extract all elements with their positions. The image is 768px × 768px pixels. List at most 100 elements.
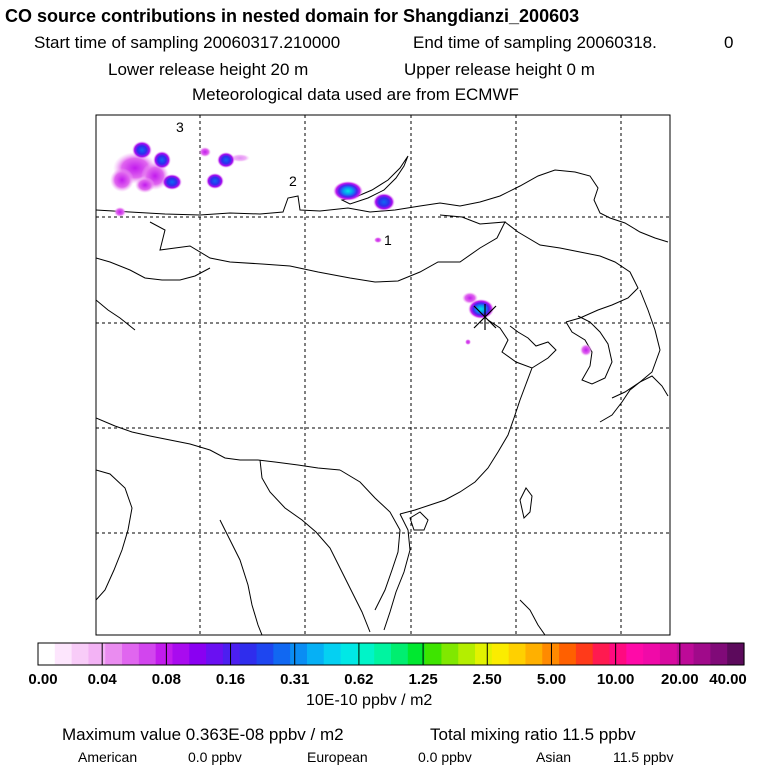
- colorbar-swatch: [659, 643, 678, 665]
- bohai-coast: [487, 319, 557, 369]
- colorbar-swatch: [592, 643, 611, 665]
- colorbar-swatch: [222, 643, 241, 665]
- american-label: American: [78, 749, 138, 765]
- mongolia-border: [149, 214, 506, 283]
- maximum-value: Maximum value 0.363E-08 ppbv / m2: [62, 725, 344, 744]
- japan-outline: [611, 375, 669, 399]
- colorbar-tick-label: 0.16: [215, 671, 246, 688]
- colorbar-swatch: [693, 643, 711, 665]
- colorbar-tick-label: 1.25: [408, 671, 438, 688]
- colorbar-swatch: [626, 643, 644, 665]
- taiwan: [519, 487, 533, 519]
- map-frame: [95, 114, 671, 636]
- china-west-border: [96, 299, 136, 331]
- colorbar-tick-label: 20.00: [661, 671, 699, 688]
- colorbar-swatch: [88, 643, 106, 665]
- myanmar-coast: [219, 519, 263, 635]
- colorbar-swatch: [491, 643, 510, 665]
- colorbar-swatch: [239, 643, 258, 665]
- colorbar-swatch: [105, 643, 123, 665]
- southeast-asia-border: [259, 459, 371, 633]
- colorbar-swatch: [424, 643, 443, 665]
- colorbar-tick-label: 0.04: [87, 671, 117, 688]
- colorbar-swatch: [122, 643, 140, 665]
- colorbar-swatch: [138, 643, 157, 665]
- european-label: European: [307, 749, 368, 765]
- colorbar-swatch: [559, 643, 577, 665]
- indochina-coast: [339, 469, 401, 611]
- colorbar-tick-label: 10.00: [596, 671, 635, 688]
- colorbar-swatch: [323, 643, 342, 665]
- colorbar-swatch: [458, 643, 476, 665]
- korea-peninsula: [565, 315, 613, 385]
- colorbar-swatch: [155, 643, 174, 665]
- receptor-station-marker: [473, 304, 497, 330]
- colorbar-tick-label: 0.00: [28, 671, 58, 688]
- colorbar-swatch: [508, 643, 527, 665]
- contour-label-2: 2: [289, 173, 297, 189]
- concentration-field: [110, 141, 592, 356]
- colorbar-swatch: [290, 643, 308, 665]
- colorbar-swatch: [441, 643, 459, 665]
- european-value: 0.0 ppbv: [418, 749, 472, 765]
- total-mixing-ratio: Total mixing ratio 11.5 ppbv: [430, 725, 636, 744]
- colorbar-tick-label: 2.50: [472, 671, 502, 688]
- kazakhstan-border: [96, 257, 211, 281]
- asian-label: Asian: [536, 749, 572, 765]
- colorbar-swatch: [727, 643, 745, 665]
- colorbar-swatch: [676, 643, 695, 665]
- colorbar-tick-label: 5.00: [536, 671, 567, 688]
- japan-coast: [599, 289, 661, 423]
- colorbar-unit: 10E-10 ppbv / m2: [306, 692, 433, 709]
- colorbar-swatch: [340, 643, 358, 665]
- colorbar-swatch: [172, 643, 190, 665]
- colorbar-tick-label: 40.00: [709, 671, 747, 688]
- colorbar-frame: [37, 642, 745, 666]
- baikal-lake: [340, 155, 409, 205]
- map-content: 3 2 1: [96, 115, 670, 635]
- vietnam-coast: [383, 513, 411, 631]
- upper-release-height: Upper release height 0 m: [404, 60, 595, 79]
- plot-title: CO source contributions in nested domain…: [5, 6, 580, 26]
- colorbar-tick-label: 0.31: [280, 671, 310, 688]
- lower-release-height: Lower release height 20 m: [108, 60, 309, 79]
- colorbar-swatch: [710, 643, 728, 665]
- hainan: [409, 511, 429, 531]
- colorbar-swatch: [189, 643, 207, 665]
- american-value: 0.0 ppbv: [188, 749, 242, 765]
- manchuria-border: [504, 221, 639, 323]
- colorbar-swatch: [206, 643, 224, 665]
- india-border: [96, 469, 133, 601]
- end-time: End time of sampling 20060318.: [413, 33, 657, 52]
- colorbar-tick-label: 0.62: [344, 671, 374, 688]
- russia-border: [96, 169, 669, 243]
- colorbar-swatch: [525, 643, 543, 665]
- china-east-coast: [399, 367, 533, 515]
- colorbar-swatch: [306, 643, 325, 665]
- colorbar-dividers: [101, 643, 681, 665]
- colorbar-swatch: [273, 643, 291, 665]
- colorbar-swatch: [643, 643, 661, 665]
- colorbar-swatch: [256, 643, 274, 665]
- colorbar-swatch: [374, 643, 392, 665]
- colorbar-swatch: [38, 643, 56, 665]
- colorbar-tick-label: 0.08: [151, 671, 181, 688]
- colorbar-swatch: [609, 643, 627, 665]
- colorbar: [38, 643, 745, 665]
- asian-value: 11.5 ppbv: [613, 749, 674, 765]
- colorbar-swatch: [71, 643, 90, 665]
- contour-label-3: 3: [176, 119, 184, 135]
- contour-label-1: 1: [384, 232, 392, 248]
- colorbar-swatch: [391, 643, 409, 665]
- colorbar-swatch: [407, 643, 426, 665]
- end-time-suffix: 0: [724, 33, 734, 52]
- met-data-source: Meteorological data used are from ECMWF: [192, 85, 519, 104]
- colorbar-swatch: [575, 643, 594, 665]
- colorbar-swatch: [475, 643, 493, 665]
- himalaya-border: [96, 417, 341, 471]
- colorbar-swatch: [54, 643, 73, 665]
- start-time: Start time of sampling 20060317.210000: [34, 33, 341, 52]
- graticule: [96, 115, 670, 635]
- philippines: [519, 599, 546, 635]
